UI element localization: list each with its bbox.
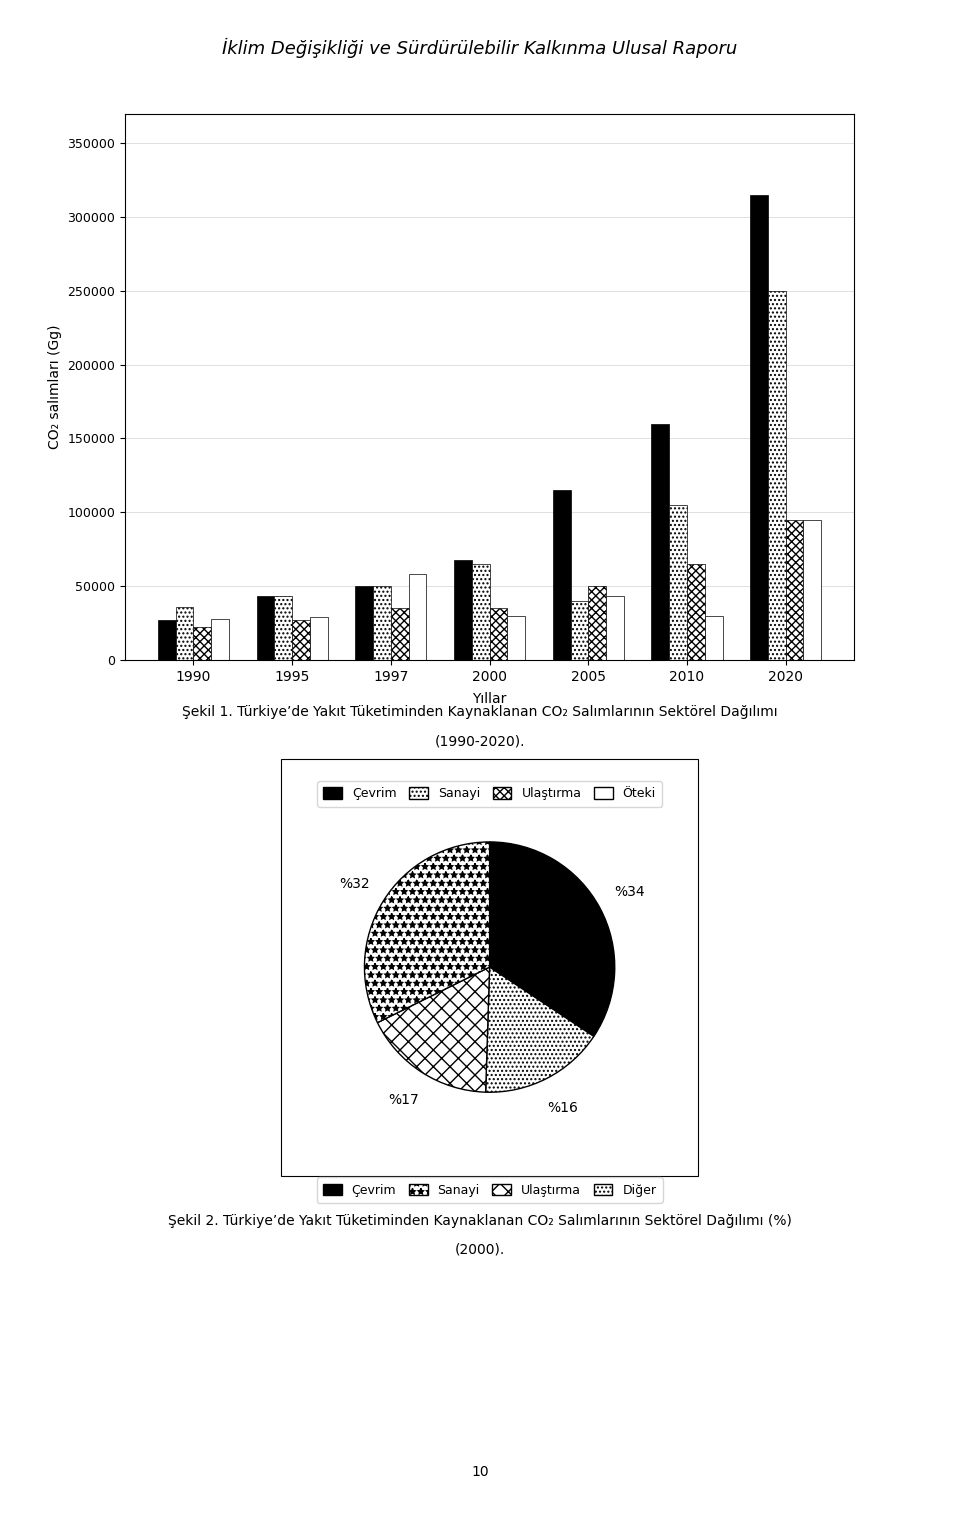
- Text: Şekil 2. Türkiye’de Yakıt Tüketiminden Kaynaklanan CO₂ Salımlarının Sektörel Dağ: Şekil 2. Türkiye’de Yakıt Tüketiminden K…: [168, 1214, 792, 1227]
- Bar: [292, 620, 310, 660]
- Bar: [785, 520, 804, 660]
- Text: (2000).: (2000).: [455, 1242, 505, 1256]
- Bar: [669, 505, 687, 660]
- Bar: [652, 423, 669, 660]
- Bar: [281, 758, 698, 1176]
- Bar: [606, 596, 624, 660]
- Bar: [158, 620, 176, 660]
- Wedge shape: [486, 968, 594, 1092]
- Legend: Çevrim, Sanayi, Ulaştırma, Öteki: Çevrim, Sanayi, Ulaştırma, Öteki: [317, 781, 662, 807]
- Text: 10: 10: [471, 1465, 489, 1479]
- Bar: [310, 617, 327, 660]
- Bar: [508, 616, 525, 660]
- Text: (1990-2020).: (1990-2020).: [435, 734, 525, 748]
- Bar: [391, 608, 409, 660]
- Bar: [768, 291, 785, 660]
- Bar: [804, 520, 821, 660]
- Wedge shape: [365, 842, 490, 1022]
- Bar: [256, 596, 275, 660]
- Bar: [750, 196, 768, 660]
- Text: %32: %32: [340, 877, 371, 890]
- Bar: [176, 607, 194, 660]
- Legend: Çevrim, Sanayi, Ulaştırma, Diğer: Çevrim, Sanayi, Ulaştırma, Diğer: [317, 1177, 662, 1203]
- Bar: [687, 564, 705, 660]
- Y-axis label: CO₂ salımları (Gg): CO₂ salımları (Gg): [48, 325, 61, 449]
- Wedge shape: [377, 968, 490, 1092]
- Bar: [490, 608, 508, 660]
- Bar: [409, 575, 426, 660]
- Bar: [211, 619, 229, 660]
- Text: Şekil 1. Türkiye’de Yakıt Tüketiminden Kaynaklanan CO₂ Salımlarının Sektörel Dağ: Şekil 1. Türkiye’de Yakıt Tüketiminden K…: [182, 705, 778, 719]
- Bar: [471, 564, 490, 660]
- Text: %34: %34: [614, 886, 645, 900]
- Text: %16: %16: [547, 1101, 578, 1115]
- Bar: [194, 628, 211, 660]
- Bar: [705, 616, 723, 660]
- Text: İklim Değişikliği ve Sürdürülebilir Kalkınma Ulusal Raporu: İklim Değişikliği ve Sürdürülebilir Kalk…: [223, 38, 737, 58]
- X-axis label: Yıllar: Yıllar: [472, 692, 507, 705]
- Bar: [275, 596, 292, 660]
- Text: %17: %17: [389, 1094, 420, 1107]
- Bar: [570, 601, 588, 660]
- Bar: [373, 586, 391, 660]
- Bar: [588, 586, 606, 660]
- Wedge shape: [490, 842, 614, 1036]
- Bar: [454, 560, 471, 660]
- Bar: [355, 586, 373, 660]
- Bar: [553, 490, 570, 660]
